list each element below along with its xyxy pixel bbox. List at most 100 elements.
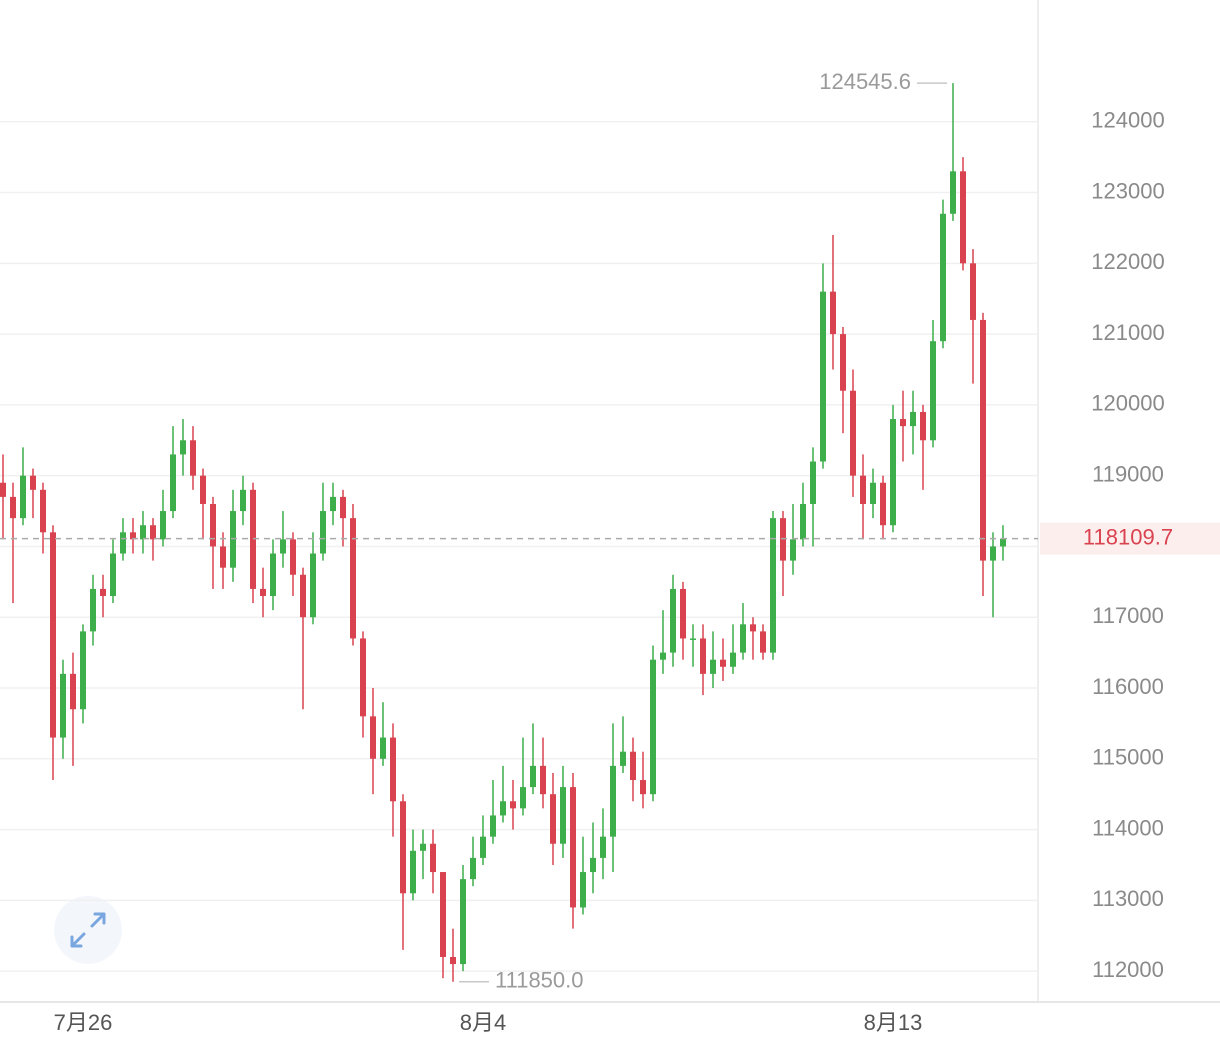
candle-body <box>580 872 586 908</box>
candle-body <box>640 780 646 795</box>
candle-body <box>660 652 666 660</box>
y-tick-label: 120000 <box>1091 391 1164 416</box>
candle-body <box>970 263 976 320</box>
y-tick-label: 112000 <box>1092 957 1164 982</box>
candle-body <box>870 482 876 504</box>
y-tick-label: 115000 <box>1092 745 1164 770</box>
candle-body <box>520 787 526 809</box>
candle-body <box>860 475 866 504</box>
candle-body <box>770 518 776 653</box>
candle-body <box>350 518 356 639</box>
candle-body <box>920 411 926 441</box>
y-tick-label: 116000 <box>1092 674 1164 699</box>
max-label: 124545.6 <box>819 69 911 94</box>
y-tick-label: 123000 <box>1091 178 1164 203</box>
candle-body <box>730 652 736 667</box>
candle-body <box>360 638 366 717</box>
candle-body <box>210 503 216 547</box>
candle-body <box>570 787 576 908</box>
candle-body <box>460 879 466 965</box>
candle-body <box>700 638 706 674</box>
candle-body <box>0 482 6 497</box>
candle-body <box>140 525 146 540</box>
candle-body <box>190 440 196 476</box>
y-tick-label: 117000 <box>1092 603 1164 628</box>
candle-body <box>850 390 856 476</box>
y-tick-label: 114000 <box>1092 815 1164 840</box>
candle-body <box>980 319 986 561</box>
candle-body <box>900 419 906 427</box>
candle-body <box>940 213 946 342</box>
candle-body <box>390 737 396 802</box>
y-tick-label: 122000 <box>1091 249 1164 274</box>
candle-body <box>790 539 796 561</box>
candle-body <box>330 496 336 512</box>
candle-body <box>440 872 446 957</box>
candle-body <box>630 751 636 781</box>
candle-body <box>760 631 766 653</box>
candle-body <box>510 801 516 809</box>
candle-body <box>840 334 846 391</box>
candle-body <box>910 411 916 427</box>
candle-body <box>50 532 56 738</box>
candle-body <box>40 489 46 533</box>
min-label: 111850.0 <box>495 968 584 993</box>
candle-body <box>620 751 626 766</box>
candle-body <box>270 553 276 596</box>
candle-body <box>930 341 936 441</box>
y-tick-label: 119000 <box>1092 461 1164 486</box>
candle-body <box>690 638 696 640</box>
candle-body <box>890 419 896 526</box>
candle-body <box>880 482 886 526</box>
candle-body <box>90 588 96 632</box>
candle-body <box>220 546 226 568</box>
candle-body <box>400 801 406 894</box>
candle-body <box>80 631 86 710</box>
candle-body <box>720 659 726 667</box>
candle-body <box>820 291 826 462</box>
candle-body <box>20 475 26 519</box>
candle-body <box>1000 538 1006 547</box>
candle-body <box>650 659 656 795</box>
x-tick-label: 8月13 <box>864 1010 923 1035</box>
candle-body <box>70 673 76 710</box>
candle-body <box>610 765 616 837</box>
candle-body <box>560 787 566 844</box>
candle-body <box>950 171 956 214</box>
candle-body <box>480 836 486 858</box>
candle-body <box>410 850 416 894</box>
x-tick-label: 8月4 <box>460 1010 506 1035</box>
candle-body <box>590 857 596 873</box>
candle-body <box>340 496 346 519</box>
candle-body <box>60 673 66 738</box>
candle-body <box>800 503 806 540</box>
candle-body <box>680 588 686 639</box>
candle-body <box>500 801 506 816</box>
expand-icon <box>70 912 106 948</box>
candle-body <box>710 659 716 674</box>
candle-body <box>490 815 496 837</box>
candle-body <box>120 532 126 554</box>
expand-button[interactable] <box>54 896 122 964</box>
y-tick-label: 113000 <box>1092 886 1164 911</box>
candle-body <box>540 765 546 795</box>
y-tick-label: 121000 <box>1091 320 1164 345</box>
candle-body <box>240 489 246 512</box>
candle-body <box>180 440 186 455</box>
candle-body <box>310 553 316 618</box>
candle-body <box>290 539 296 575</box>
candle-body <box>670 588 676 653</box>
candle-body <box>990 546 996 561</box>
candle-body <box>420 843 426 851</box>
candle-body <box>750 624 756 632</box>
candle-body <box>530 765 536 788</box>
candle-body <box>30 475 36 490</box>
candle-body <box>100 588 106 596</box>
candle-body <box>10 496 16 519</box>
last-price-bg <box>1040 522 1220 555</box>
candle-body <box>370 716 376 759</box>
candle-body <box>830 291 836 335</box>
x-tick-label: 7月26 <box>54 1010 113 1035</box>
